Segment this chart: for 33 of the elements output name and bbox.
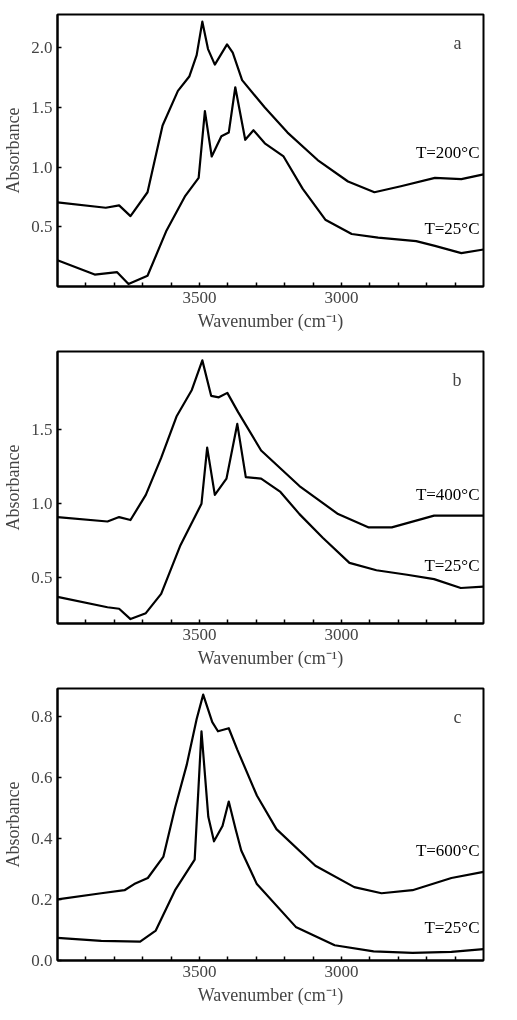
series-label: T=200°C — [415, 143, 480, 163]
y-tick-label: 0.4 — [31, 828, 53, 848]
x-tick-label: 3500 — [182, 624, 217, 644]
y-axis-title: Absorbance — [3, 781, 24, 868]
y-axis-title: Absorbance — [3, 107, 24, 194]
annotation: c — [453, 706, 462, 727]
series-label: T=400°C — [415, 484, 480, 504]
y-axis-title: Absorbance — [3, 444, 24, 531]
y-tick-label: 0.0 — [31, 951, 53, 970]
y-tick-label: 2.0 — [31, 38, 53, 58]
y-tick-label: 1.0 — [31, 157, 53, 177]
x-axis-title: Wavenumber (cm⁻¹) — [197, 310, 344, 332]
y-tick-label: 0.5 — [31, 217, 53, 237]
x-axis-title: Wavenumber (cm⁻¹) — [197, 647, 344, 669]
x-axis-title: Wavenumber (cm⁻¹) — [197, 984, 344, 1006]
y-tick-label: 0.2 — [31, 889, 53, 909]
y-tick-label: 0.8 — [31, 706, 53, 726]
y-tick-label: 0.6 — [31, 767, 53, 787]
y-tick-label: 1.5 — [31, 420, 53, 440]
series-label: T=25°C — [424, 918, 480, 938]
x-tick-label: 3000 — [324, 961, 359, 981]
series-label: T=25°C — [424, 555, 480, 575]
series-label: T=25°C — [424, 218, 480, 238]
y-tick-label: 0.5 — [31, 568, 53, 588]
x-tick-label: 3000 — [324, 624, 359, 644]
series-label: T=600°C — [415, 840, 480, 860]
annotation: b — [452, 369, 462, 390]
x-tick-label: 3500 — [182, 961, 217, 981]
y-tick-label: 1.0 — [31, 494, 53, 514]
y-tick-label: 1.5 — [31, 98, 53, 118]
annotation: a — [453, 32, 462, 53]
x-tick-label: 3500 — [182, 287, 217, 307]
x-tick-label: 3000 — [324, 287, 359, 307]
